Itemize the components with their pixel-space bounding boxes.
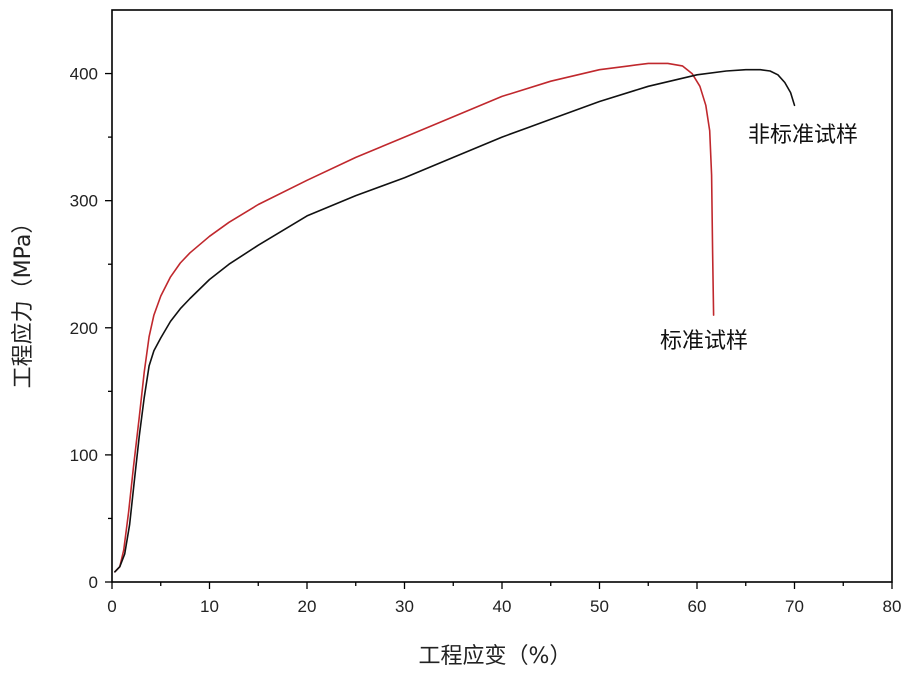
y-tick-label: 300 xyxy=(70,192,98,211)
x-tick-label: 10 xyxy=(200,597,219,616)
x-tick-label: 80 xyxy=(883,597,902,616)
series-line-standard-specimen xyxy=(114,62,715,573)
x-tick-label: 70 xyxy=(785,597,804,616)
x-tick-label: 60 xyxy=(688,597,707,616)
y-axis-ticks: 0 100 200 300 400 xyxy=(70,65,112,592)
series-layer xyxy=(114,62,796,573)
y-tick-label: 400 xyxy=(70,65,98,84)
y-tick-label: 0 xyxy=(89,573,98,592)
x-tick-label: 30 xyxy=(395,597,414,616)
y-axis-title: 工程应力（MPa） xyxy=(11,212,36,389)
y-tick-label: 100 xyxy=(70,446,98,465)
annotation-standard-specimen: 标准试样 xyxy=(660,329,748,354)
x-axis-title: 工程应变（%） xyxy=(419,644,572,669)
x-tick-label: 40 xyxy=(493,597,512,616)
x-tick-label: 20 xyxy=(298,597,317,616)
x-tick-label: 50 xyxy=(590,597,609,616)
x-axis-ticks: 0 10 20 30 40 50 60 70 80 xyxy=(107,582,902,616)
y-tick-label: 200 xyxy=(70,319,98,338)
series-line-nonstandard-specimen xyxy=(114,68,796,573)
x-tick-label: 0 xyxy=(107,597,116,616)
annotation-nonstandard-specimen: 非标准试样 xyxy=(748,123,858,148)
